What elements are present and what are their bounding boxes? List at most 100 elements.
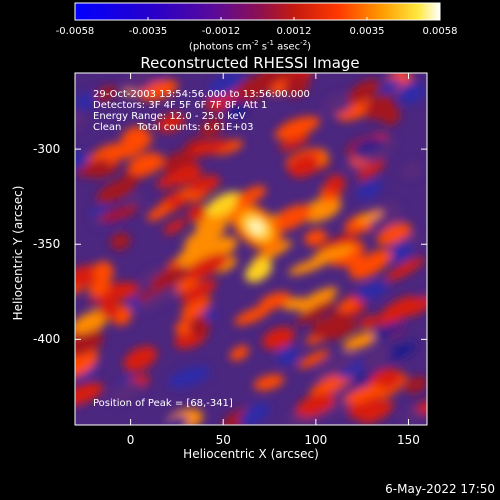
heatmap-cell [323, 93, 354, 115]
y-tick-label: -350 [33, 237, 61, 252]
heatmap-cell [75, 382, 104, 407]
heatmap-cell [356, 180, 383, 200]
x-tick-label: 50 [215, 433, 231, 447]
colorbar-tick-label: -0.0058 [55, 26, 95, 37]
heatmap-cell [252, 240, 293, 264]
peak-source [251, 222, 262, 233]
annotation-peak: Position of Peak = [68,-341] [93, 398, 233, 409]
heatmap-cell [301, 197, 342, 223]
heatmap-cell [203, 236, 237, 258]
heatmap-cell [325, 174, 346, 194]
heatmap-cell [397, 81, 425, 104]
heatmap-cell [76, 158, 110, 177]
heatmap-cell [347, 393, 379, 418]
heatmap-cell [235, 77, 266, 102]
heatmap-cell [344, 384, 383, 404]
heatmap-cell [258, 291, 291, 311]
colorbar [74, 2, 441, 21]
heatmap-cell [229, 345, 250, 361]
heatmap-cell [401, 162, 422, 179]
heatmap-cell [75, 93, 96, 111]
heatmap-cell [99, 299, 120, 319]
heatmap-cell [344, 255, 368, 270]
heatmap-cell [321, 317, 358, 341]
heatmap-cell [171, 164, 202, 186]
heatmap-cell [75, 348, 99, 378]
heatmap-cell [216, 256, 238, 273]
x-tick-label: 150 [397, 433, 420, 447]
heatmap-cell [297, 287, 338, 313]
heatmap-cell [404, 376, 427, 394]
heatmap-cell [376, 222, 412, 246]
heatmap-cell [356, 160, 386, 180]
heatmap-cell [401, 408, 423, 424]
x-tick-label: 0 [126, 433, 135, 447]
heatmap-cell [137, 286, 179, 313]
annotation-clean: Clean Total counts: 6.61E+03 [93, 122, 254, 133]
colorbar-tick-label: 0.0058 [422, 26, 458, 37]
heatmap-cell [385, 257, 425, 282]
heatmap-cell [358, 400, 394, 424]
heatmap-cell [235, 185, 267, 206]
plot-frame [74, 72, 428, 426]
heatmap-cell [337, 299, 358, 313]
heatmap-cell [93, 261, 114, 283]
heatmap-cell [150, 266, 186, 290]
footer-date: 6-May-2022 17:50 [385, 482, 495, 496]
heatmap-cell [336, 98, 377, 121]
heatmap-cell [342, 331, 380, 351]
heatmap-cell [128, 152, 165, 176]
heatmap-cell [245, 259, 273, 283]
colorbar-tick-label: 0.0012 [276, 26, 312, 37]
heatmap-cell [295, 299, 336, 325]
chart-title: Reconstructed RHESSI Image [140, 54, 360, 72]
heatmap-cell [353, 137, 396, 161]
heatmap-cell [75, 265, 102, 288]
y-tick-label: -400 [33, 332, 61, 347]
heatmap-cell [347, 79, 380, 104]
heatmap-cell [109, 381, 143, 404]
x-axis-label: Heliocentric X (arcsec) [183, 447, 319, 461]
heatmap-cell [188, 315, 210, 338]
annotation-energy: Energy Range: 12.0 - 25.0 keV [93, 111, 246, 122]
heatmap-cell [355, 281, 388, 301]
heatmap-cell [359, 315, 379, 329]
heatmap-cell [315, 354, 357, 379]
colorbar-gradient [74, 2, 441, 21]
heatmap-cell [163, 218, 187, 235]
heatmap-cell [157, 113, 185, 133]
heatmap-cell [189, 139, 230, 157]
heatmap-cell [110, 232, 131, 250]
heatmap-cell [364, 95, 394, 120]
heatmap-cell [369, 212, 402, 230]
y-axis-label: Heliocentric Y (arcsec) [11, 185, 25, 321]
heatmap-cell [187, 204, 208, 222]
heatmap-cell [304, 229, 328, 247]
heatmap-cell [75, 331, 104, 357]
heatmap-cell [123, 345, 157, 372]
colorbar-tick-label: -0.0012 [201, 26, 241, 37]
heatmap-cell [75, 309, 112, 334]
heatmap-cell [199, 117, 223, 138]
heatmap-cell [288, 154, 319, 178]
heatmap-cell [239, 402, 270, 425]
colorbar-unit: (photons cm-2 s-1 asec-2) [188, 39, 312, 53]
heatmap-cell [95, 282, 140, 303]
heatmap-cell [224, 99, 249, 118]
heatmap-cell [312, 245, 355, 262]
heatmap-cell [121, 126, 150, 150]
heatmap-cell [388, 242, 413, 263]
heatmap-cell [353, 138, 384, 153]
heatmap-cell [252, 73, 296, 85]
heatmap-cell [205, 191, 242, 217]
heatmap-cell [180, 279, 217, 305]
heatmap-cell [75, 151, 89, 170]
heatmap-cell [96, 177, 137, 204]
colorbar-tick-label: 0.0035 [349, 26, 385, 37]
heatmap-cell [276, 345, 299, 366]
x-tick-label: 100 [304, 433, 328, 447]
heatmap-cell [372, 321, 404, 339]
heatmap-cell [349, 249, 392, 280]
heatmap-cell [212, 139, 244, 155]
heatmap-cell [279, 134, 310, 151]
